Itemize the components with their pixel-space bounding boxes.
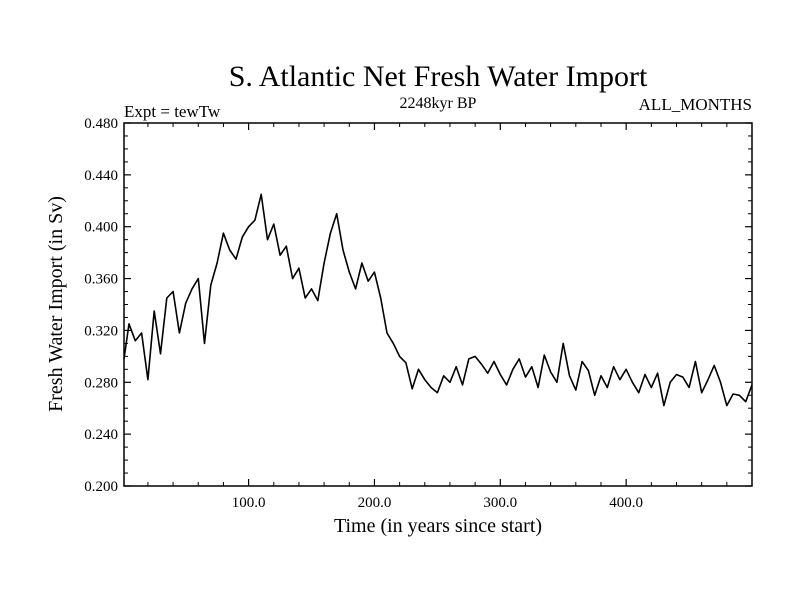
y-tick-label: 0.320 — [84, 323, 118, 339]
x-axis-label: Time (in years since start) — [334, 515, 542, 537]
x-tick-label: 200.0 — [358, 495, 392, 511]
experiment-label: Expt = tewTw — [124, 102, 221, 121]
y-tick-label: 0.280 — [84, 375, 118, 391]
y-tick-label: 0.200 — [84, 479, 118, 495]
y-axis-ticks: 0.200 0.240 0.280 0.320 0.360 0.400 0.440 0.480 — [84, 116, 752, 495]
y-tick-label: 0.480 — [84, 116, 118, 132]
y-tick-label: 0.400 — [84, 220, 118, 236]
x-tick-label: 400.0 — [609, 495, 643, 511]
y-axis-label: Fresh Water Import (in Sv) — [45, 196, 67, 412]
y-tick-label: 0.240 — [84, 427, 118, 443]
y-tick-label: 0.360 — [84, 272, 118, 288]
x-tick-label: 300.0 — [483, 495, 517, 511]
data-series-line — [123, 193, 753, 407]
x-tick-label: 100.0 — [232, 495, 266, 511]
months-label: ALL_MONTHS — [639, 95, 752, 114]
chart-subtitle: 2248kyr BP — [400, 95, 477, 112]
plot-frame — [123, 122, 753, 487]
y-tick-label: 0.440 — [84, 168, 118, 184]
x-axis-ticks: 100.0 200.0 300.0 400.0 — [147, 123, 728, 511]
chart-title: S. Atlantic Net Fresh Water Import — [229, 60, 648, 93]
